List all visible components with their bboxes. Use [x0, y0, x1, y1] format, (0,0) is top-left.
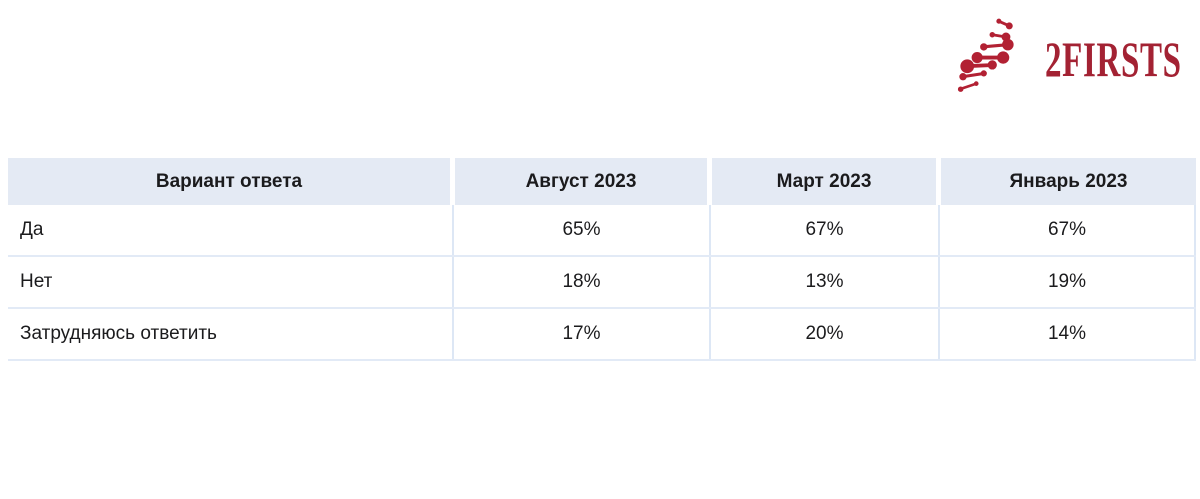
column-header-january-2023: Январь 2023 [941, 158, 1196, 205]
table-row: Нет 18% 13% 19% [8, 257, 1196, 309]
table-row: Затрудняюсь ответить 17% 20% 14% [8, 309, 1196, 361]
cell-value: 18% [452, 257, 709, 307]
column-header-march-2023: Март 2023 [712, 158, 936, 205]
table-header-row: Вариант ответа Август 2023 Март 2023 Янв… [8, 158, 1196, 205]
cell-value: 17% [452, 309, 709, 359]
dna-dots-icon [957, 18, 1014, 92]
cell-value: 65% [452, 205, 709, 255]
cell-value: 20% [709, 309, 938, 359]
logo: 2FIRSTS [946, 6, 1200, 111]
row-label: Нет [20, 271, 53, 292]
cell-value: 67% [709, 205, 938, 255]
cell-value: 13% [709, 257, 938, 307]
table-row: Да 65% 67% 67% [8, 205, 1196, 257]
column-header-august-2023: Август 2023 [455, 158, 707, 205]
cell-value: 19% [938, 257, 1196, 307]
column-header-answer-option: Вариант ответа [8, 158, 450, 205]
row-label: Затрудняюсь ответить [20, 323, 217, 344]
row-label: Да [20, 219, 44, 240]
cell-value: 14% [938, 309, 1196, 359]
cell-value: 67% [938, 205, 1196, 255]
logo-text: 2FIRSTS [1045, 30, 1182, 87]
survey-results-table: Вариант ответа Август 2023 Март 2023 Янв… [8, 158, 1196, 361]
